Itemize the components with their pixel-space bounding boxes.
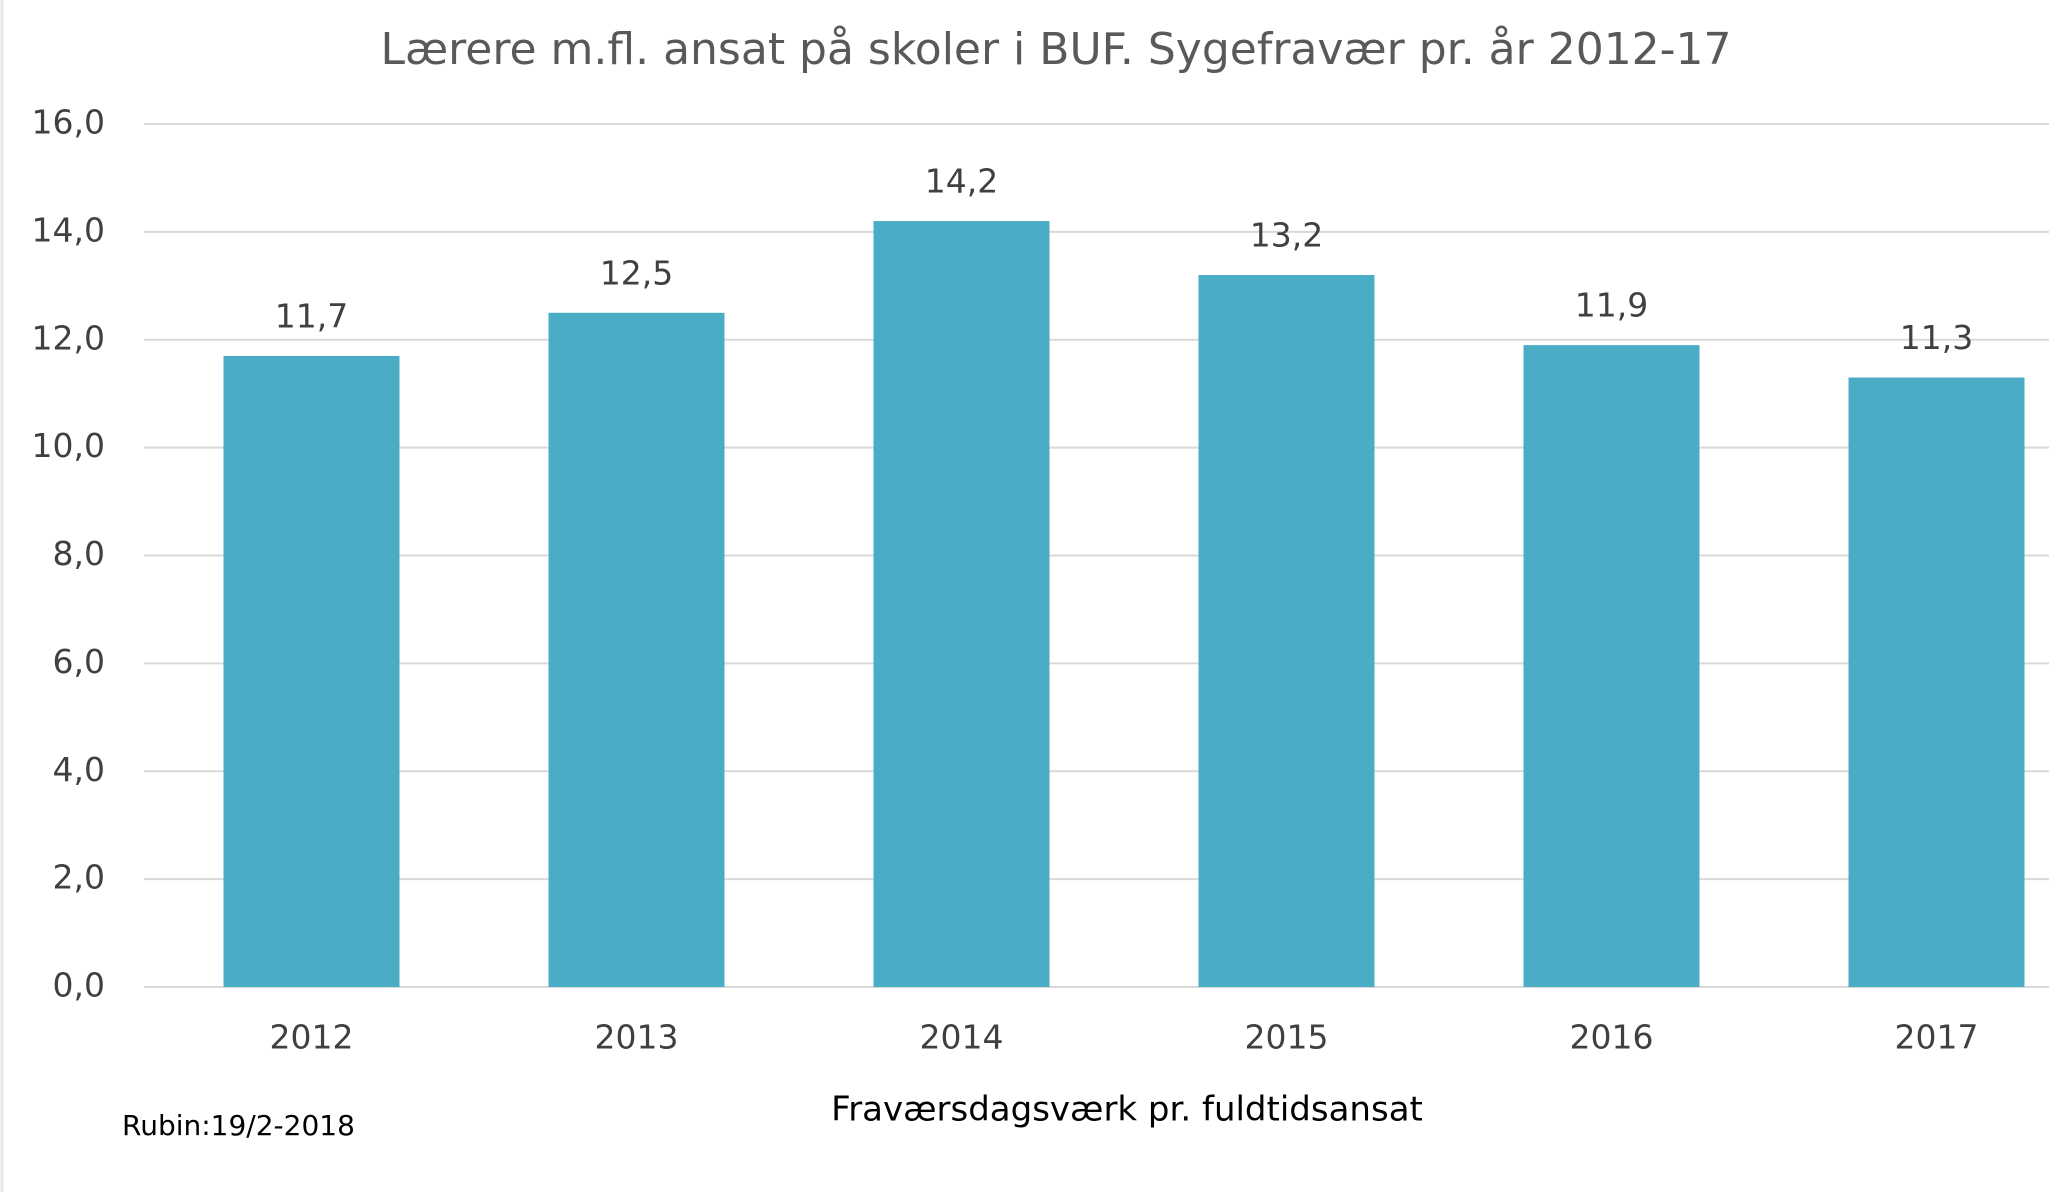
chart-title: Lærere m.fl. ansat på skoler i BUF. Syge… [380,24,1731,75]
value-label: 11,7 [275,296,348,335]
x-tick-label: 2012 [270,1018,354,1057]
y-tick-label: 4,0 [53,750,105,789]
value-label: 11,9 [1575,286,1648,325]
y-tick-label: 8,0 [53,534,105,573]
y-tick-label: 10,0 [32,426,105,465]
y-tick-label: 14,0 [32,210,105,249]
value-label: 12,5 [600,253,673,292]
x-tick-label: 2015 [1245,1018,1329,1057]
bar [1848,377,2025,988]
value-label: 11,3 [1900,318,1973,357]
x-tick-label: 2013 [595,1018,679,1057]
x-axis-label: Fraværsdagsværk pr. fuldtidsansat [831,1090,1423,1130]
y-tick-label: 2,0 [53,858,105,897]
footnote: Rubin:19/2-2018 [122,1109,355,1142]
x-tick-label: 2016 [1570,1018,1654,1057]
bar [223,355,400,987]
value-label: 13,2 [1250,216,1323,255]
x-tick-label: 2017 [1895,1018,1979,1057]
bar [1523,345,1700,987]
x-tick-label: 2014 [920,1018,1004,1057]
y-tick-label: 16,0 [32,103,105,142]
bar [1198,275,1375,987]
y-tick-label: 12,0 [32,318,105,357]
y-tick-label: 6,0 [53,642,105,681]
y-tick-label: 0,0 [53,966,105,1005]
bar [873,221,1050,987]
bar [548,312,725,987]
value-label: 14,2 [925,162,998,201]
